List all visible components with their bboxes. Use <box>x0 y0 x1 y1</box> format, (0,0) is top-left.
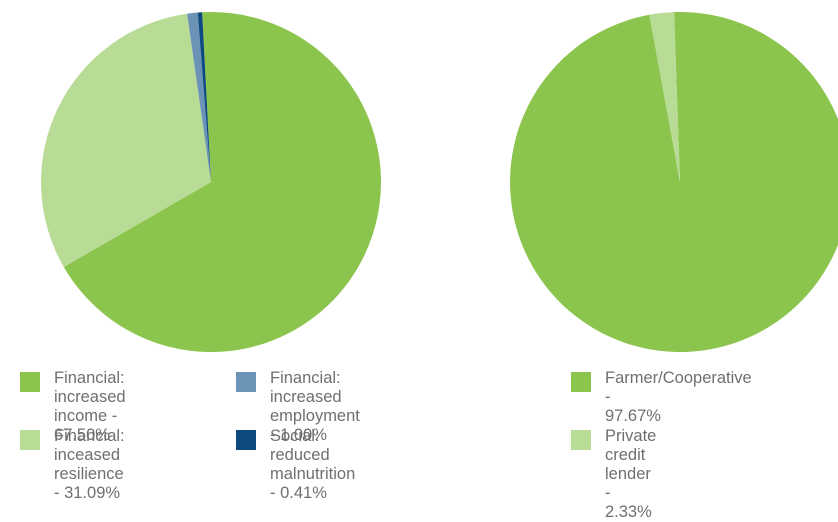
slice-private-credit-lender <box>649 12 680 182</box>
slice-increased-income <box>63 11 382 352</box>
slice-increased-resilience <box>41 13 211 267</box>
slice-reduced-malnutrition <box>197 12 211 183</box>
legend-swatch <box>236 372 256 392</box>
legend-label: Financial: increased income - 67.50% <box>54 369 126 444</box>
pie-chart-outcomes <box>41 11 382 352</box>
slice-farmer-cooperative <box>510 12 838 352</box>
legend-label: Financial: increased employment - 1.00% <box>270 369 360 444</box>
slice-increased-employment <box>187 12 211 182</box>
legend-item-increased-resilience: Financial: inceased resilience - 31.09% <box>20 427 125 503</box>
legend-swatch <box>571 372 591 392</box>
pie-chart-lenders <box>510 12 838 352</box>
legend-label: Financial: inceased resilience - 31.09% <box>54 427 125 502</box>
pie-charts <box>41 11 838 352</box>
legend-swatch <box>236 430 256 450</box>
legend-item-increased-employment: Financial: increased employment - 1.00% <box>236 369 360 445</box>
legend-item-reduced-malnutrition: Social: reduced malnutrition - 0.41% <box>236 427 355 503</box>
legend-item-farmer-cooperative: Farmer/Cooperative - 97.67% <box>571 369 752 426</box>
legend-swatch <box>20 372 40 392</box>
legend-label: Farmer/Cooperative - 97.67% <box>605 369 752 425</box>
legend-swatch <box>20 430 40 450</box>
legend-item-private-credit-lender: Private credit lender - 2.33% <box>571 427 656 522</box>
legend-swatch <box>571 430 591 450</box>
legend-item-increased-income: Financial: increased income - 67.50% <box>20 369 126 445</box>
legend-label: Social: reduced malnutrition - 0.41% <box>270 427 356 502</box>
legend-label: Private credit lender - 2.33% <box>605 427 657 521</box>
